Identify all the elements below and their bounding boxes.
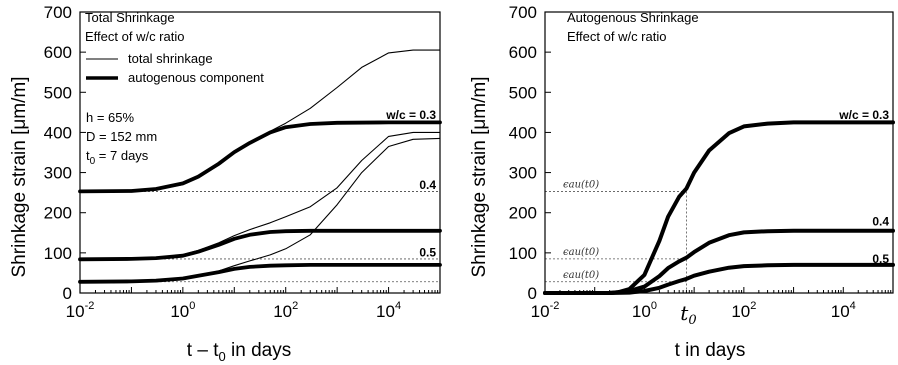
epsilon-label-wc03: ϵau(t0) [563,179,599,190]
epsilon-label-wc04: ϵau(t0) [563,247,599,258]
y-tick-label: 700 [509,3,537,22]
y-tick-label: 300 [509,164,537,183]
y-tick-label: 0 [63,284,72,303]
legend-label-total: total shrinkage [128,51,213,66]
param-t0-suffix: = 7 days [95,148,149,163]
param-humidity: h = 65% [86,110,135,125]
y-tick-label: 500 [44,83,72,102]
curve-label-wc05: 0.5 [872,252,889,266]
y-tick-label: 500 [509,83,537,102]
x-tick-label: 10-2 [531,300,560,321]
curve-label-wc05: 0.5 [419,245,436,259]
curve-label-wc03: w/c = 0.3 [838,108,889,122]
total-shrinkage-panel: 0 100 200 300 400 500 600 700 10-2 100 102 104 Tota… [9,3,442,364]
axis-ticks: 0 100 200 300 400 500 600 700 10-2 100 102 104 [509,3,894,321]
y-tick-label: 300 [44,164,72,183]
x-axis-label-tail: in days [226,340,291,361]
x-tick-label: 102 [273,300,298,321]
series-group [78,49,442,284]
x-tick-label: 102 [731,300,756,321]
autogenous-series-line [78,263,442,284]
autogenous-series-line [78,120,442,194]
y-tick-label: 100 [44,244,72,263]
series-group [543,120,895,295]
axis-ticks: 0 100 200 300 400 500 600 700 10-2 100 102 104 [44,3,441,321]
y-axis-label: Shrinkage strain [μm/m] [9,76,30,277]
panel-subtitle: Effect of w/c ratio [85,29,184,44]
curve-label-wc04: 0.4 [872,215,889,229]
autogenous-series-line [78,228,442,262]
x-tick-label: 100 [632,300,657,321]
t0-marker-main: t [680,301,689,325]
y-tick-label: 700 [44,3,72,22]
curve-label-wc03: w/c = 0.3 [385,108,436,122]
panel-title: Total Shrinkage [85,10,175,25]
curve-label-wc04: 0.4 [419,178,436,192]
y-tick-label: 600 [44,43,72,62]
param-diameter: D = 152 mm [86,129,157,144]
plot-frame [544,11,894,294]
param-t0-prefix: t [86,148,90,163]
legend-label-autogenous: autogenous component [128,70,264,85]
x-tick-label: 100 [170,300,195,321]
y-tick-label: 400 [44,123,72,142]
autogenous-series-line [543,120,895,295]
x-axis-label-sub: 0 [218,349,225,364]
x-axis-label: t in days [675,340,746,361]
reference-lines [80,191,440,283]
y-tick-label: 600 [509,43,537,62]
x-axis-label-main: t – t [187,340,219,361]
epsilon-label-wc05: ϵau(t0) [563,270,599,281]
panel-title: Autogenous Shrinkage [567,10,699,25]
x-tick-label: 10-2 [66,300,95,321]
y-axis-label: Shrinkage strain [μm/m] [469,76,490,277]
t0-marker-label: t0 [680,301,696,328]
x-axis-label: t – t0 in days [187,340,291,364]
y-tick-label: 200 [509,204,537,223]
param-t0: t0 = 7 days [86,148,149,167]
x-tick-label: 104 [831,300,856,321]
autogenous-shrinkage-panel: 0 100 200 300 400 500 600 700 10-2 100 102 104 Auto… [469,3,895,361]
y-tick-label: 100 [509,244,537,263]
plot-frame [79,11,441,294]
panel-subtitle: Effect of w/c ratio [567,29,666,44]
y-tick-label: 0 [528,284,537,303]
epsilon-guides [545,191,687,293]
param-t0-sub: 0 [90,156,96,167]
x-tick-label: 104 [376,300,401,321]
y-tick-label: 400 [509,123,537,142]
autogenous-series-line [543,228,895,295]
y-tick-label: 200 [44,204,72,223]
t0-marker-sub: 0 [688,313,696,328]
